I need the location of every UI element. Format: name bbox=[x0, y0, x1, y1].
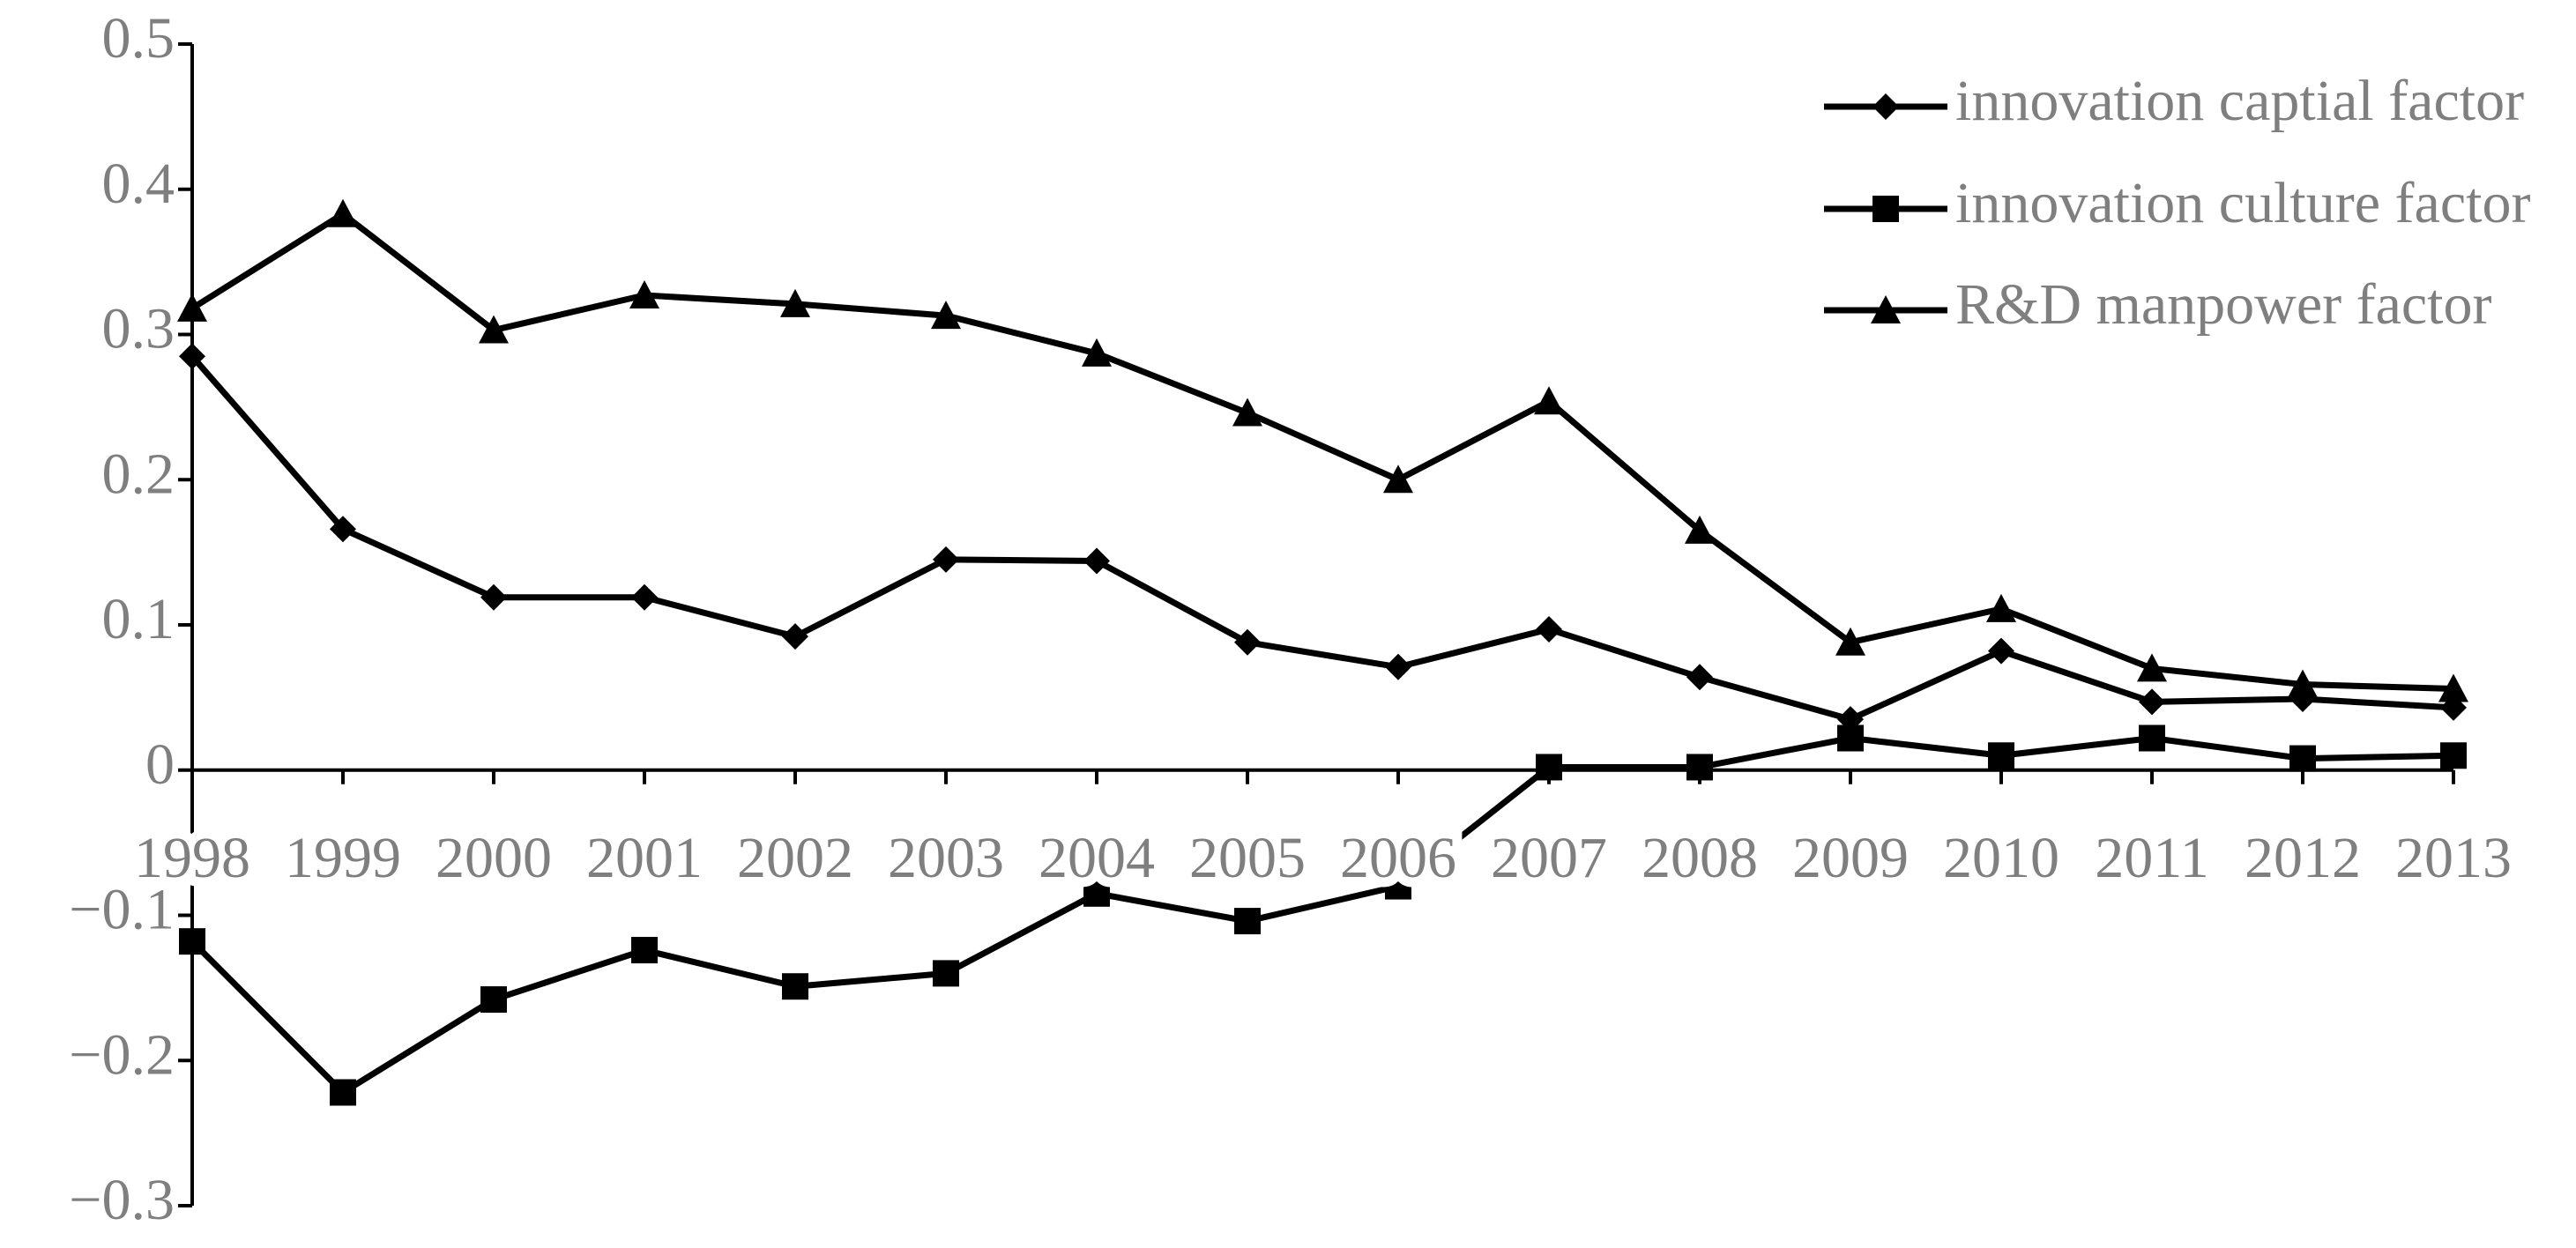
marker bbox=[933, 546, 959, 573]
y-tick-label: 0.1 bbox=[102, 587, 175, 651]
marker bbox=[1083, 547, 1110, 575]
legend-label: innovation culture factor bbox=[1955, 171, 2530, 235]
y-tick-label: 0.4 bbox=[102, 152, 175, 216]
marker bbox=[1872, 196, 1899, 222]
x-tick-label: 2007 bbox=[1491, 826, 1607, 890]
x-tick-label: 2013 bbox=[2395, 826, 2512, 890]
x-tick-label: 2001 bbox=[586, 826, 703, 890]
marker bbox=[780, 288, 810, 317]
marker bbox=[1837, 724, 1864, 752]
marker bbox=[631, 937, 658, 964]
marker bbox=[1383, 464, 1413, 494]
x-tick-label: 2010 bbox=[1943, 826, 2059, 890]
marker bbox=[179, 928, 205, 955]
marker bbox=[1872, 93, 1899, 120]
marker bbox=[2438, 673, 2468, 702]
marker bbox=[1686, 664, 1713, 691]
y-tick-label: 0 bbox=[145, 732, 175, 797]
marker bbox=[2440, 742, 2467, 769]
marker bbox=[330, 516, 356, 543]
marker bbox=[1988, 637, 2014, 665]
series-line bbox=[190, 211, 2454, 692]
y-tick-label: −0.2 bbox=[69, 1022, 175, 1087]
x-tick-label: 1998 bbox=[134, 826, 250, 890]
x-tick-label: 2002 bbox=[737, 826, 853, 890]
y-tick-label: −0.3 bbox=[69, 1168, 175, 1232]
marker bbox=[480, 986, 507, 1014]
series-line bbox=[190, 353, 2454, 723]
marker bbox=[2139, 724, 2165, 752]
legend-label: innovation captial factor bbox=[1955, 69, 2524, 133]
marker bbox=[330, 1079, 356, 1106]
marker bbox=[1385, 873, 1411, 900]
marker bbox=[629, 280, 659, 309]
series-line bbox=[190, 735, 2454, 1096]
marker bbox=[1385, 653, 1411, 680]
marker bbox=[2137, 653, 2167, 682]
x-tick-label: 2012 bbox=[2245, 826, 2361, 890]
marker bbox=[1988, 742, 2014, 769]
y-tick-label: 0.5 bbox=[102, 6, 175, 71]
marker bbox=[1685, 515, 1715, 544]
marker bbox=[1234, 628, 1261, 656]
y-tick-label: −0.1 bbox=[69, 878, 175, 942]
x-tick-label: 1999 bbox=[285, 826, 401, 890]
marker bbox=[480, 583, 507, 611]
marker bbox=[1534, 386, 1564, 415]
marker bbox=[933, 960, 959, 987]
marker bbox=[177, 293, 207, 322]
marker bbox=[1871, 295, 1901, 323]
marker bbox=[479, 315, 509, 344]
x-tick-label: 2003 bbox=[888, 826, 1004, 890]
marker bbox=[1234, 908, 1261, 935]
y-tick-label: 0.2 bbox=[102, 442, 175, 506]
legend-label: R&D manpower factor bbox=[1955, 272, 2491, 337]
marker bbox=[2288, 669, 2318, 698]
marker bbox=[328, 198, 358, 227]
marker bbox=[1835, 627, 1865, 656]
y-tick-label: 0.3 bbox=[102, 297, 175, 361]
x-tick-label: 2004 bbox=[1039, 826, 1155, 890]
marker bbox=[631, 583, 658, 611]
x-tick-label: 2000 bbox=[436, 826, 552, 890]
marker bbox=[1082, 338, 1112, 367]
x-tick-label: 2005 bbox=[1189, 826, 1306, 890]
marker bbox=[1536, 754, 1562, 781]
marker bbox=[2289, 745, 2316, 772]
marker bbox=[1232, 397, 1262, 427]
x-tick-label: 2006 bbox=[1340, 826, 1456, 890]
marker bbox=[782, 623, 808, 650]
marker bbox=[1536, 615, 1562, 643]
x-tick-label: 2011 bbox=[2095, 826, 2209, 890]
marker bbox=[1083, 880, 1110, 907]
marker bbox=[179, 343, 205, 370]
marker bbox=[1686, 754, 1713, 781]
marker bbox=[931, 301, 961, 330]
marker bbox=[782, 973, 808, 1000]
marker bbox=[1986, 593, 2016, 622]
x-tick-label: 2008 bbox=[1642, 826, 1758, 890]
marker bbox=[2139, 688, 2165, 716]
x-tick-label: 2009 bbox=[1792, 826, 1909, 890]
